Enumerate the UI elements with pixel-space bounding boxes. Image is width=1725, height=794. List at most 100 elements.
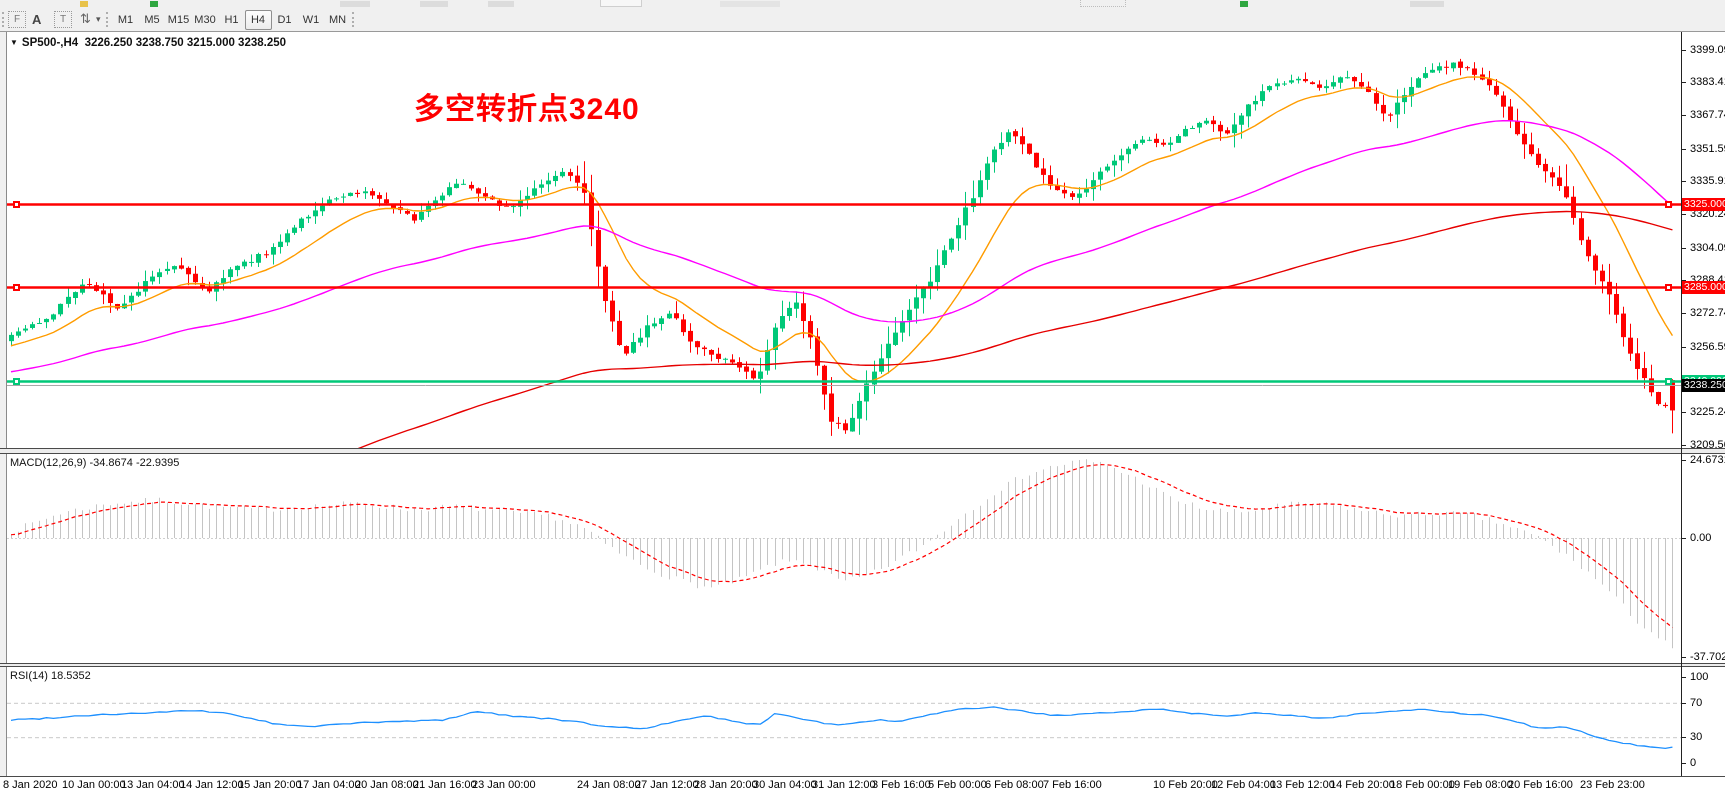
chart-window: ▼ SP500-,H4 3226.250 3238.750 3215.000 32… — [0, 31, 1725, 794]
time-tick-label: 24 Jan 08:00 — [577, 779, 641, 791]
time-tick-label: 15 Jan 20:00 — [238, 779, 302, 791]
time-tick-label: 8 Jan 2020 — [3, 779, 58, 791]
time-tick-label: 27 Jan 12:00 — [635, 779, 699, 791]
macd-tick-label: 24.6731 — [1690, 454, 1725, 466]
toolbar-fragment — [600, 0, 642, 7]
time-axis[interactable] — [0, 777, 1725, 794]
time-axis-border — [0, 776, 1725, 777]
price-tick-label: 3304.090 — [1690, 242, 1725, 254]
price-tick-label: 3225.240 — [1690, 406, 1725, 418]
pane-separator-gap — [0, 449, 1725, 453]
time-tick-label: 6 Feb 08:00 — [985, 779, 1044, 791]
price-tick-label: 3320.240 — [1690, 208, 1725, 220]
symbol-name: SP500-,H4 — [21, 37, 79, 49]
rsi-tick-mark — [1681, 737, 1686, 738]
rsi-tick-label: 30 — [1690, 731, 1703, 743]
pane-separator[interactable] — [0, 453, 1725, 454]
time-tick-label: 31 Jan 12:00 — [812, 779, 876, 791]
timeframe-button-mn[interactable]: MN — [328, 14, 347, 26]
macd-tick-mark — [1681, 657, 1686, 658]
toolbar-drag-handle[interactable] — [106, 12, 113, 27]
price-tick-mark — [1681, 149, 1686, 150]
rsi-tick-mark — [1681, 703, 1686, 704]
price-tick-mark — [1681, 115, 1686, 116]
text-glyph: T — [54, 10, 72, 28]
chart-shift-grid-icon[interactable]: F — [8, 10, 26, 28]
pane-separator[interactable] — [0, 448, 1725, 449]
price-tick-mark — [1681, 445, 1686, 446]
time-tick-label: 17 Jan 04:00 — [297, 779, 361, 791]
macd-indicator-label: MACD(12,26,9) -34.8674 -22.9395 — [10, 457, 180, 469]
time-tick-label: 20 Feb 16:00 — [1508, 779, 1573, 791]
price-tick-label: 3209.565 — [1690, 439, 1725, 451]
toolbar-fragment — [1240, 1, 1248, 7]
price-line-label: 3238.250 — [1682, 379, 1725, 392]
price-tick-mark — [1681, 280, 1686, 281]
timeframe-button-w1[interactable]: W1 — [302, 14, 320, 26]
rsi-tick-mark — [1681, 677, 1686, 678]
timeframe-button-d1[interactable]: D1 — [277, 14, 292, 26]
price-tick-label: 3367.740 — [1690, 109, 1725, 121]
price-tick-label: 3351.590 — [1690, 143, 1725, 155]
pane-separator[interactable] — [0, 663, 1725, 664]
pane-separator[interactable] — [0, 666, 1725, 667]
rsi-tick-label: 100 — [1690, 671, 1709, 683]
price-line-label: 3285.000 — [1682, 281, 1725, 294]
chart-annotation-text: 多空转折点3240 — [414, 93, 640, 126]
chart-toolbar: F A T ⇅ ▾ M1 M5 M15 M30 H1 H4 D1 W1 MN — [0, 8, 1725, 32]
time-tick-label: 14 Jan 12:00 — [180, 779, 244, 791]
time-tick-label: 13 Feb 12:00 — [1270, 779, 1335, 791]
grid-glyph: F — [8, 10, 26, 28]
time-tick-label: 10 Jan 00:00 — [62, 779, 126, 791]
timeframe-button-m15[interactable]: M15 — [167, 14, 190, 26]
macd-tick-mark — [1681, 538, 1686, 539]
time-tick-label: 23 Jan 00:00 — [472, 779, 536, 791]
toolbar-fragment — [420, 1, 448, 7]
rsi-indicator-label: RSI(14) 18.5352 — [10, 670, 91, 682]
timeframe-button-h1[interactable]: H1 — [224, 14, 239, 26]
price-tick-label: 3399.090 — [1690, 44, 1725, 56]
toolbar-drag-handle[interactable] — [2, 12, 9, 27]
time-tick-label: 14 Feb 20:00 — [1330, 779, 1395, 791]
timeframe-button-m1[interactable]: M1 — [117, 14, 134, 26]
price-chart-canvas[interactable] — [7, 34, 1681, 449]
toolbar-fragment — [488, 1, 514, 7]
draw-arrows-icon[interactable]: ⇅ — [80, 11, 91, 26]
toolbar-fragment — [1080, 0, 1126, 7]
pane-separator-gap — [0, 664, 1725, 666]
price-tick-mark — [1681, 313, 1686, 314]
toolbar-fragment — [80, 1, 88, 7]
text-box-icon[interactable]: T — [54, 10, 72, 28]
rsi-pane-canvas[interactable] — [7, 667, 1681, 776]
toolbar-drag-handle[interactable] — [352, 12, 359, 27]
ohlc-values: 3226.250 3238.750 3215.000 3238.250 — [84, 37, 287, 49]
price-tick-mark — [1681, 50, 1686, 51]
macd-pane-canvas[interactable] — [7, 454, 1681, 663]
time-tick-label: 3 Feb 16:00 — [872, 779, 931, 791]
time-tick-label: 5 Feb 00:00 — [928, 779, 987, 791]
font-label-icon[interactable]: A — [32, 11, 42, 27]
price-axis-border — [1681, 32, 1682, 776]
toolbar-fragment — [150, 1, 158, 7]
price-line-label: 3325.000 — [1682, 198, 1725, 211]
timeframe-button-m30[interactable]: M30 — [194, 14, 216, 26]
price-tick-mark — [1681, 181, 1686, 182]
macd-tick-label: -37.7027 — [1690, 651, 1725, 663]
toolbar-fragment — [1410, 1, 1444, 7]
time-tick-label: 21 Jan 16:00 — [413, 779, 477, 791]
chart-title: ▼ SP500-,H4 3226.250 3238.750 3215.000 32… — [10, 37, 286, 49]
rsi-tick-label: 0 — [1690, 757, 1697, 769]
price-tick-mark — [1681, 82, 1686, 83]
price-tick-mark — [1681, 248, 1686, 249]
timeframe-button-h4[interactable]: H4 — [244, 10, 272, 30]
price-tick-label: 3272.740 — [1690, 307, 1725, 319]
macd-tick-mark — [1681, 460, 1686, 461]
price-tick-label: 3256.590 — [1690, 341, 1725, 353]
time-tick-label: 30 Jan 04:00 — [753, 779, 817, 791]
dropdown-caret-icon[interactable]: ▾ — [96, 13, 101, 24]
price-tick-label: 3383.415 — [1690, 76, 1725, 88]
timeframe-button-m5[interactable]: M5 — [144, 14, 160, 26]
price-tick-mark — [1681, 214, 1686, 215]
chart-dropdown-icon[interactable]: ▼ — [10, 38, 18, 47]
